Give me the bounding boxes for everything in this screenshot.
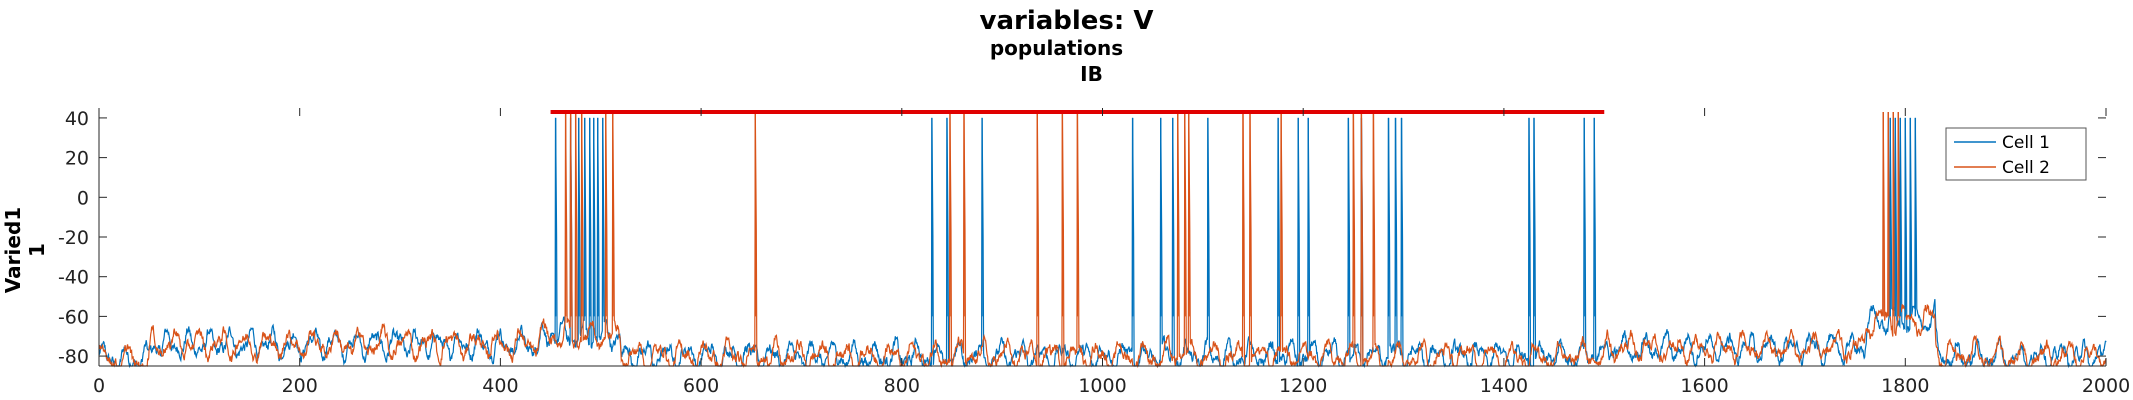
y-axis-label: Varied1 1 bbox=[1, 207, 49, 293]
legend-box bbox=[1945, 127, 2087, 181]
chart-title: variables: V bbox=[979, 6, 1154, 36]
series-cell1-line bbox=[98, 117, 2107, 369]
x-tick-label: 2000 bbox=[2082, 375, 2130, 397]
y-tick-label: 20 bbox=[65, 148, 89, 170]
x-tick-label: 1800 bbox=[1881, 375, 1929, 397]
x-tick-label: 1000 bbox=[1078, 375, 1126, 397]
x-tick-label: 0 bbox=[93, 375, 105, 397]
y-tick-label: 0 bbox=[77, 187, 89, 209]
y-axis-label-line1: Varied1 bbox=[1, 207, 25, 293]
x-tick-label: 1600 bbox=[1680, 375, 1728, 397]
series-cell2-line bbox=[98, 111, 2107, 369]
x-tick-label: 1200 bbox=[1279, 375, 1327, 397]
x-tick-label: 800 bbox=[884, 375, 920, 397]
axes: 0 200 400 600 800 1000 1200 1400 1600 1800 2000-80… bbox=[58, 108, 2130, 397]
y-tick-label: 40 bbox=[65, 108, 89, 130]
legend-label-cell1: Cell 1 bbox=[2002, 133, 2050, 153]
y-tick-label: -40 bbox=[58, 267, 89, 289]
y-tick-label: -60 bbox=[58, 306, 89, 328]
x-tick-label: 600 bbox=[683, 375, 719, 397]
chart-subtitle-1: populations bbox=[989, 36, 1124, 60]
x-tick-label: 400 bbox=[482, 375, 518, 397]
x-tick-label: 1400 bbox=[1480, 375, 1528, 397]
y-tick-label: -80 bbox=[58, 346, 89, 368]
plot-area bbox=[98, 109, 2107, 369]
y-axis-label-line2: 1 bbox=[25, 243, 49, 257]
legend-label-cell2: Cell 2 bbox=[2002, 158, 2050, 178]
y-tick-label: -20 bbox=[58, 227, 89, 249]
chart-subtitle-2: IB bbox=[1080, 62, 1103, 86]
legend: Cell 1 Cell 2 bbox=[1945, 127, 2087, 181]
x-tick-label: 200 bbox=[282, 375, 318, 397]
